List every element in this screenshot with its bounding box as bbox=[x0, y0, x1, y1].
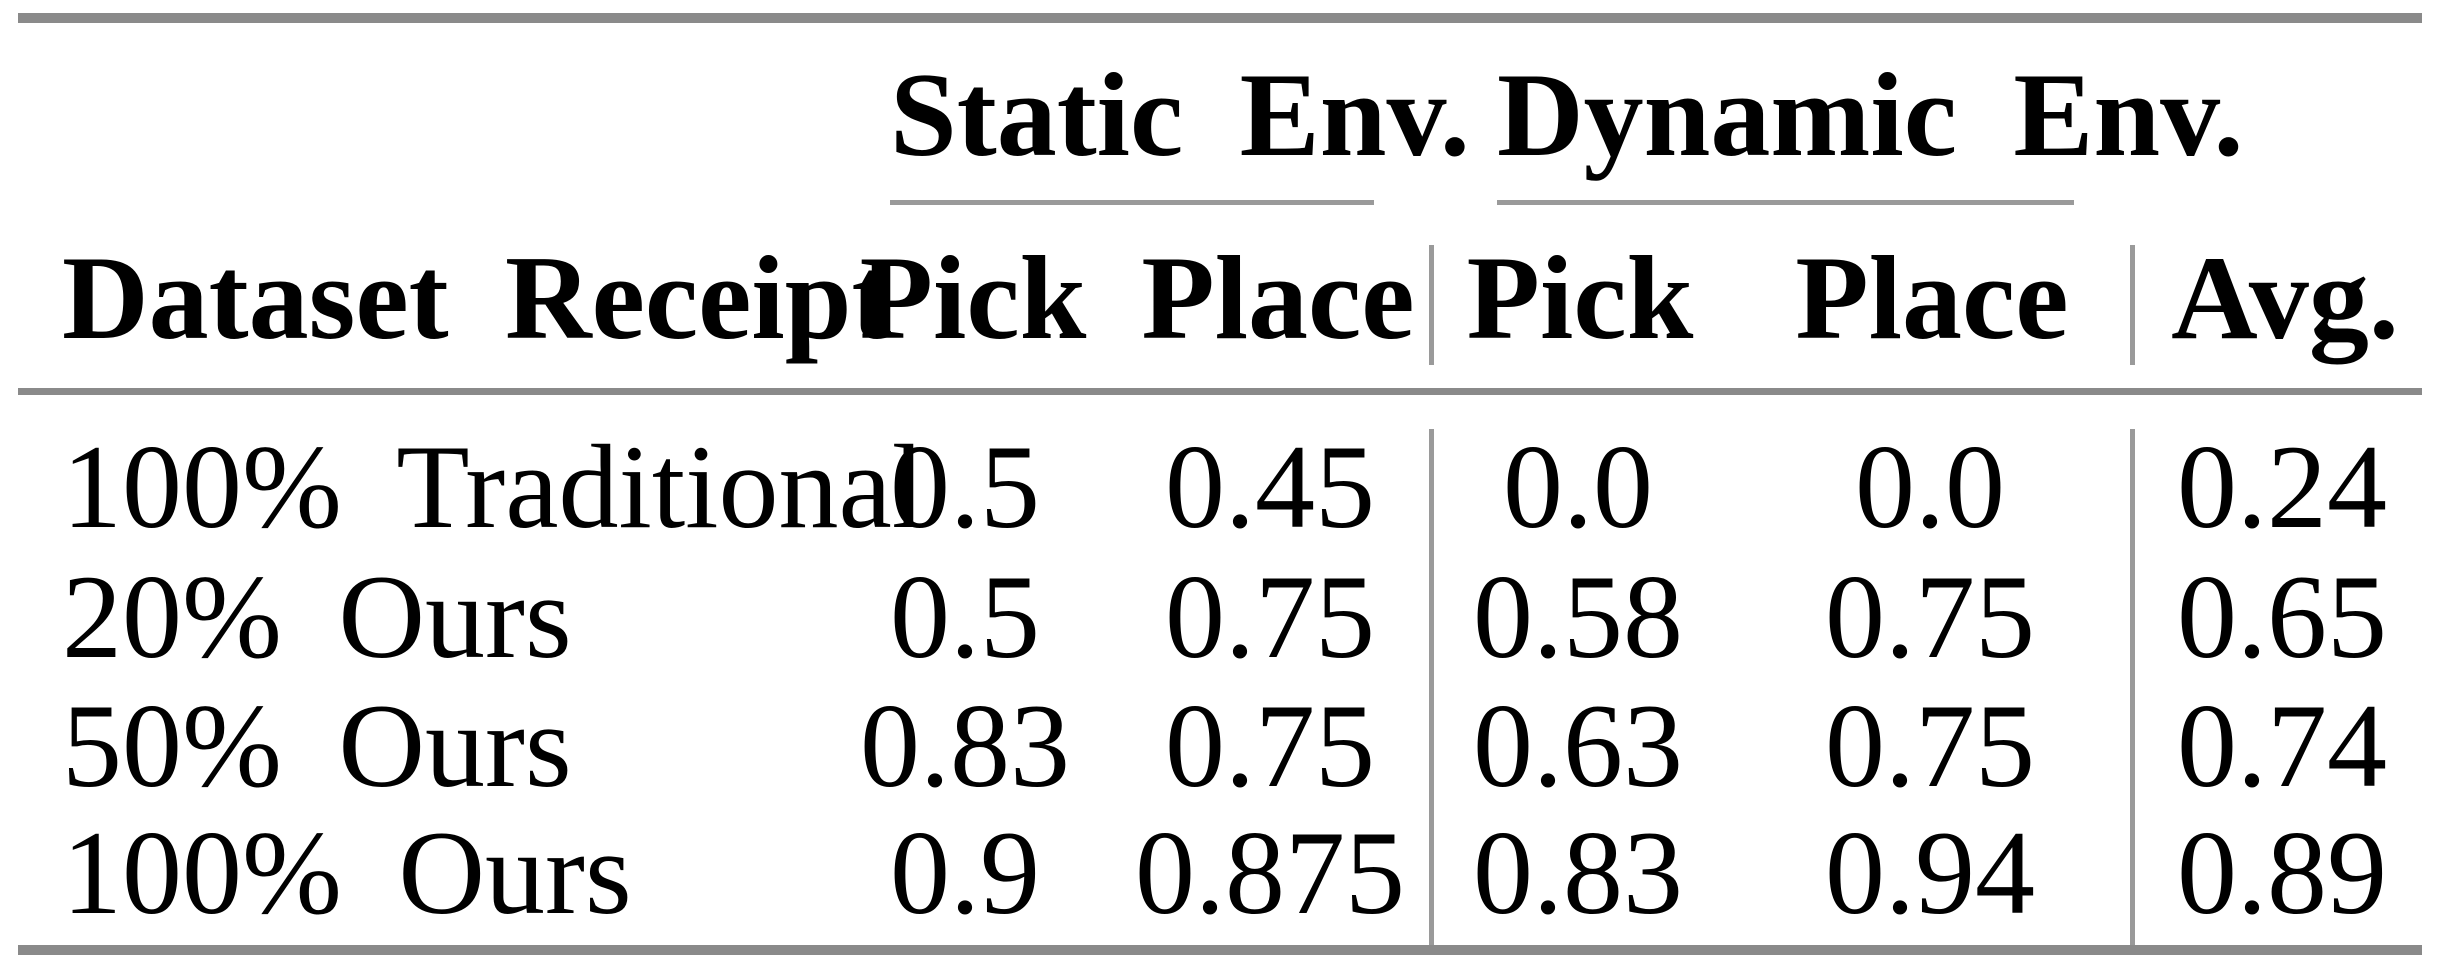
group-header-dynamic-env: Dynamic Env. bbox=[1497, 48, 2244, 181]
col-header-static-place: Place bbox=[1141, 231, 1415, 364]
cell-static-place: 0.75 bbox=[1165, 679, 1375, 812]
row-label: 50% Ours bbox=[62, 679, 572, 812]
col-header-dynamic-pick: Pick bbox=[1466, 231, 1694, 364]
cell-static-pick: 0.5 bbox=[890, 550, 1040, 683]
cell-dynamic-pick: 0.0 bbox=[1503, 420, 1653, 553]
cell-dynamic-place: 0.94 bbox=[1825, 806, 2035, 939]
col-header-dynamic-place: Place bbox=[1795, 231, 2069, 364]
cell-static-pick: 0.9 bbox=[890, 806, 1040, 939]
row-label: 100% Traditional bbox=[62, 420, 926, 553]
cell-avg: 0.24 bbox=[2177, 420, 2387, 553]
row-label: 20% Ours bbox=[62, 550, 572, 683]
cell-avg: 0.65 bbox=[2177, 550, 2387, 683]
cell-avg: 0.74 bbox=[2177, 679, 2387, 812]
cell-avg: 0.89 bbox=[2177, 806, 2387, 939]
row-label: 100% Ours bbox=[62, 806, 632, 939]
cell-dynamic-place: 0.75 bbox=[1825, 550, 2035, 683]
header-mid-rule bbox=[18, 388, 2422, 395]
top-rule bbox=[18, 13, 2422, 23]
cell-dynamic-pick: 0.83 bbox=[1473, 806, 1683, 939]
vertical-rule-1-header bbox=[1429, 245, 1434, 365]
cell-static-pick: 0.83 bbox=[860, 679, 1070, 812]
vertical-rule-2-body bbox=[2130, 429, 2135, 945]
vertical-rule-1-body bbox=[1429, 429, 1434, 945]
bottom-rule bbox=[18, 945, 2422, 955]
cell-dynamic-pick: 0.63 bbox=[1473, 679, 1683, 812]
cell-static-place: 0.45 bbox=[1165, 420, 1375, 553]
col-header-avg: Avg. bbox=[2171, 231, 2399, 364]
cell-static-pick: 0.5 bbox=[890, 420, 1040, 553]
cell-static-place: 0.75 bbox=[1165, 550, 1375, 683]
cell-dynamic-pick: 0.58 bbox=[1473, 550, 1683, 683]
cell-dynamic-place: 0.0 bbox=[1855, 420, 2005, 553]
col-header-static-pick: Pick bbox=[859, 231, 1087, 364]
dynamic-env-cmidrule bbox=[1497, 200, 2074, 205]
static-env-cmidrule bbox=[890, 200, 1374, 205]
col-header-dataset-receipt: Dataset Receipt bbox=[62, 231, 892, 364]
vertical-rule-2-header bbox=[2130, 245, 2135, 365]
cell-dynamic-place: 0.75 bbox=[1825, 679, 2035, 812]
cell-static-place: 0.875 bbox=[1135, 806, 1405, 939]
group-header-static-env: Static Env. bbox=[890, 48, 1470, 181]
